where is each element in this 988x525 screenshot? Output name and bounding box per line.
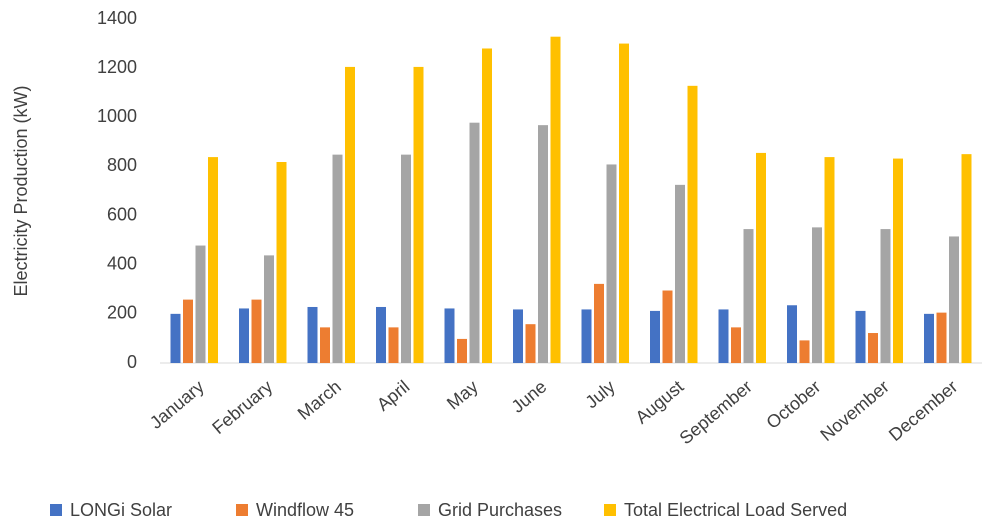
bar <box>264 255 274 363</box>
legend-label: LONGi Solar <box>70 500 172 520</box>
bar <box>401 154 411 363</box>
bar <box>675 184 685 363</box>
y-tick-label: 0 <box>127 352 137 372</box>
bar <box>307 306 318 363</box>
x-tick-label: November <box>816 376 892 445</box>
bar <box>787 305 797 363</box>
bar <box>525 324 536 363</box>
bar <box>880 229 891 363</box>
bar <box>893 158 903 363</box>
bar <box>961 154 972 363</box>
bar <box>550 36 561 363</box>
legend-swatch <box>604 504 616 516</box>
bar <box>662 290 673 363</box>
legend-swatch <box>50 504 62 516</box>
bar <box>251 299 262 363</box>
bar <box>949 236 959 363</box>
bar <box>619 43 629 363</box>
bar <box>276 162 287 363</box>
legend-label: Grid Purchases <box>438 500 562 520</box>
y-tick-label: 400 <box>107 253 137 273</box>
bar <box>731 327 741 363</box>
legend-swatch <box>418 504 430 516</box>
bar <box>320 327 330 363</box>
y-tick-label: 1400 <box>97 8 137 28</box>
bar <box>594 283 604 363</box>
bar <box>345 66 355 364</box>
bar <box>239 308 249 363</box>
x-tick-label: July <box>581 376 618 412</box>
bar <box>924 313 934 363</box>
bar <box>482 48 492 363</box>
x-tick-label: December <box>885 376 961 445</box>
bar <box>868 333 878 363</box>
bar <box>469 122 480 363</box>
bar <box>743 229 754 363</box>
y-tick-label: 800 <box>107 155 137 175</box>
x-tick-label: September <box>676 376 756 448</box>
bar <box>332 154 343 363</box>
bar <box>812 227 822 363</box>
bar <box>538 125 548 363</box>
x-tick-label: May <box>443 376 482 413</box>
x-tick-label: June <box>508 376 551 416</box>
bar <box>650 310 660 363</box>
x-tick-label: April <box>373 376 413 414</box>
y-axis-label: Electricity Production (kW) <box>11 85 31 296</box>
y-tick-label: 200 <box>107 303 137 323</box>
bar <box>457 338 467 363</box>
bar <box>824 157 835 363</box>
bar <box>513 309 523 363</box>
bar <box>581 309 592 363</box>
x-tick-label: January <box>146 376 208 432</box>
x-tick-label: February <box>208 376 276 438</box>
bar <box>376 306 386 363</box>
y-tick-label: 1200 <box>97 57 137 77</box>
bar <box>444 308 455 363</box>
y-tick-label: 1000 <box>97 106 137 126</box>
legend-label: Total Electrical Load Served <box>624 500 847 520</box>
bar <box>183 299 193 363</box>
bar <box>388 327 399 363</box>
bar <box>718 309 729 363</box>
x-tick-label: March <box>294 376 345 423</box>
bar <box>687 85 698 363</box>
x-tick-label: October <box>762 376 824 432</box>
bar <box>170 313 181 363</box>
bar <box>195 245 206 363</box>
bar <box>936 312 947 363</box>
legend-label: Windflow 45 <box>256 500 354 520</box>
bar <box>606 164 617 363</box>
x-tick-label: August <box>632 376 688 427</box>
bar <box>208 157 218 363</box>
bar <box>799 340 810 363</box>
legend-swatch <box>236 504 248 516</box>
bar <box>855 310 866 363</box>
y-tick-label: 600 <box>107 204 137 224</box>
bar <box>756 152 766 363</box>
bar <box>413 66 424 364</box>
